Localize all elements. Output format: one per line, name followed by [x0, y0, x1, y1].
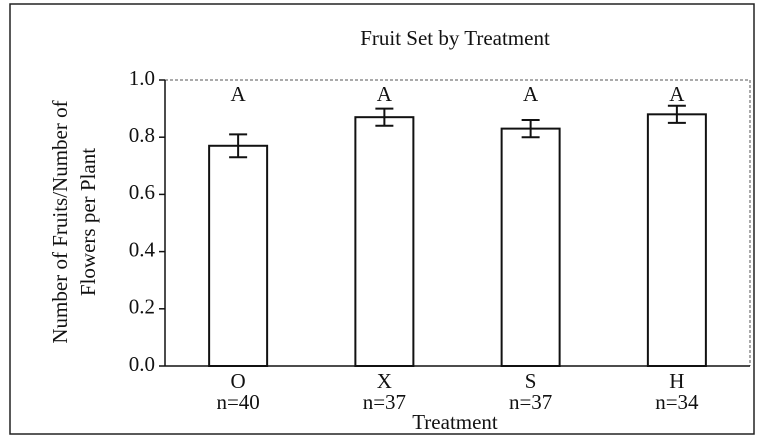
x-tick-label: H	[669, 369, 684, 393]
y-tick-label: 0.8	[129, 123, 155, 147]
x-axis-label: Treatment	[412, 410, 498, 434]
group-letter: A	[523, 82, 539, 106]
error-bar	[667, 104, 686, 124]
sample-size-label: n=34	[655, 390, 699, 414]
group-letter: A	[377, 82, 393, 106]
sample-size-label: n=40	[216, 390, 259, 414]
y-tick-label: 1.0	[129, 66, 155, 90]
x-tick-label: S	[525, 369, 537, 393]
y-tick-label: 0.4	[129, 237, 156, 261]
y-axis-label-line: Number of Fruits/Number of	[48, 100, 72, 343]
sample-size-label: n=37	[363, 390, 406, 414]
bar	[500, 127, 561, 367]
x-tick-label: O	[231, 369, 246, 393]
bar	[354, 116, 415, 368]
y-axis-label: Number of Fruits/Number of Flowers per P…	[48, 100, 100, 343]
frame	[9, 3, 755, 435]
error-bar	[521, 119, 540, 139]
y-tick-label: 0.6	[129, 180, 155, 204]
sample-size-label: n=37	[509, 390, 552, 414]
y-tick-label: 0.2	[129, 295, 155, 319]
group-letter: A	[231, 82, 247, 106]
bar	[646, 113, 707, 367]
error-bar	[229, 133, 248, 159]
bar	[208, 144, 269, 367]
y-axis-label-line: Flowers per Plant	[76, 148, 100, 296]
error-bar	[375, 107, 394, 127]
chart-title: Fruit Set by Treatment	[360, 26, 550, 50]
y-tick-label: 0.0	[129, 352, 155, 376]
group-letter: A	[669, 82, 685, 106]
x-tick-label: X	[377, 369, 392, 393]
